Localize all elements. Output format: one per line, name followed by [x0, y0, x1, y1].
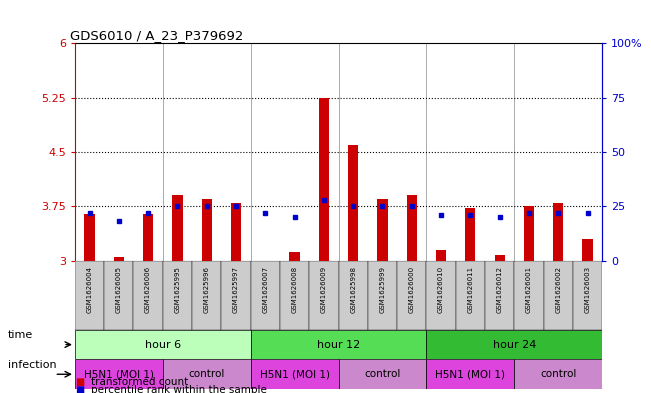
Text: GSM1625996: GSM1625996 — [204, 266, 210, 313]
Text: GSM1626011: GSM1626011 — [467, 266, 473, 313]
Text: GSM1626012: GSM1626012 — [497, 266, 503, 313]
Bar — [75, 261, 104, 330]
Bar — [407, 195, 417, 261]
Bar — [553, 203, 563, 261]
Bar — [221, 261, 251, 330]
Text: control: control — [540, 369, 576, 379]
Text: transformed count: transformed count — [91, 377, 188, 387]
Bar — [75, 360, 163, 389]
Bar — [339, 261, 368, 330]
Bar — [348, 145, 358, 261]
Bar — [75, 330, 251, 360]
Bar — [583, 239, 592, 261]
Bar — [339, 360, 426, 389]
Bar — [426, 330, 602, 360]
Text: GSM1626009: GSM1626009 — [321, 266, 327, 313]
Bar — [251, 360, 339, 389]
Bar — [573, 261, 602, 330]
Text: H5N1 (MOI 1): H5N1 (MOI 1) — [436, 369, 505, 379]
Bar — [514, 360, 602, 389]
Text: GSM1626003: GSM1626003 — [585, 266, 590, 313]
Text: ■: ■ — [75, 377, 84, 387]
Bar — [202, 199, 212, 261]
Bar — [143, 213, 153, 261]
Text: GSM1626001: GSM1626001 — [526, 266, 532, 313]
Text: GDS6010 / A_23_P379692: GDS6010 / A_23_P379692 — [70, 29, 243, 42]
Text: GSM1625995: GSM1625995 — [174, 266, 180, 313]
Text: GSM1626005: GSM1626005 — [116, 266, 122, 313]
Bar — [397, 261, 426, 330]
Text: GSM1626000: GSM1626000 — [409, 266, 415, 313]
Text: percentile rank within the sample: percentile rank within the sample — [91, 385, 267, 393]
Bar — [436, 250, 446, 261]
Bar — [426, 261, 456, 330]
Bar — [280, 261, 309, 330]
Text: GSM1626010: GSM1626010 — [438, 266, 444, 313]
Bar — [163, 360, 251, 389]
Text: hour 6: hour 6 — [145, 340, 181, 350]
Text: GSM1625997: GSM1625997 — [233, 266, 239, 313]
Bar — [251, 330, 426, 360]
Bar — [251, 261, 280, 330]
Bar — [231, 203, 241, 261]
Bar — [544, 261, 573, 330]
Bar — [309, 261, 339, 330]
Bar — [104, 261, 133, 330]
Bar — [378, 199, 387, 261]
Bar — [426, 360, 514, 389]
Text: H5N1 (MOI 1): H5N1 (MOI 1) — [84, 369, 154, 379]
Bar — [114, 257, 124, 261]
Bar — [456, 261, 485, 330]
Text: ■: ■ — [75, 385, 84, 393]
Text: hour 24: hour 24 — [493, 340, 536, 350]
Text: H5N1 (MOI 1): H5N1 (MOI 1) — [260, 369, 329, 379]
Text: GSM1626004: GSM1626004 — [87, 266, 92, 313]
Text: control: control — [189, 369, 225, 379]
Bar — [465, 208, 475, 261]
Text: hour 12: hour 12 — [317, 340, 360, 350]
Text: infection: infection — [8, 360, 57, 371]
Bar — [85, 213, 94, 261]
Text: GSM1626007: GSM1626007 — [262, 266, 268, 313]
Text: GSM1626002: GSM1626002 — [555, 266, 561, 313]
Text: GSM1625999: GSM1625999 — [380, 266, 385, 313]
Bar — [495, 255, 505, 261]
Bar — [514, 261, 544, 330]
Text: time: time — [8, 330, 33, 340]
Bar — [133, 261, 163, 330]
Bar — [173, 195, 182, 261]
Bar — [163, 261, 192, 330]
Bar — [290, 252, 299, 261]
Bar — [368, 261, 397, 330]
Text: GSM1625998: GSM1625998 — [350, 266, 356, 313]
Bar — [319, 97, 329, 261]
Text: GSM1626008: GSM1626008 — [292, 266, 298, 313]
Bar — [524, 206, 534, 261]
Text: control: control — [365, 369, 400, 379]
Text: GSM1626006: GSM1626006 — [145, 266, 151, 313]
Bar — [485, 261, 514, 330]
Bar — [192, 261, 221, 330]
